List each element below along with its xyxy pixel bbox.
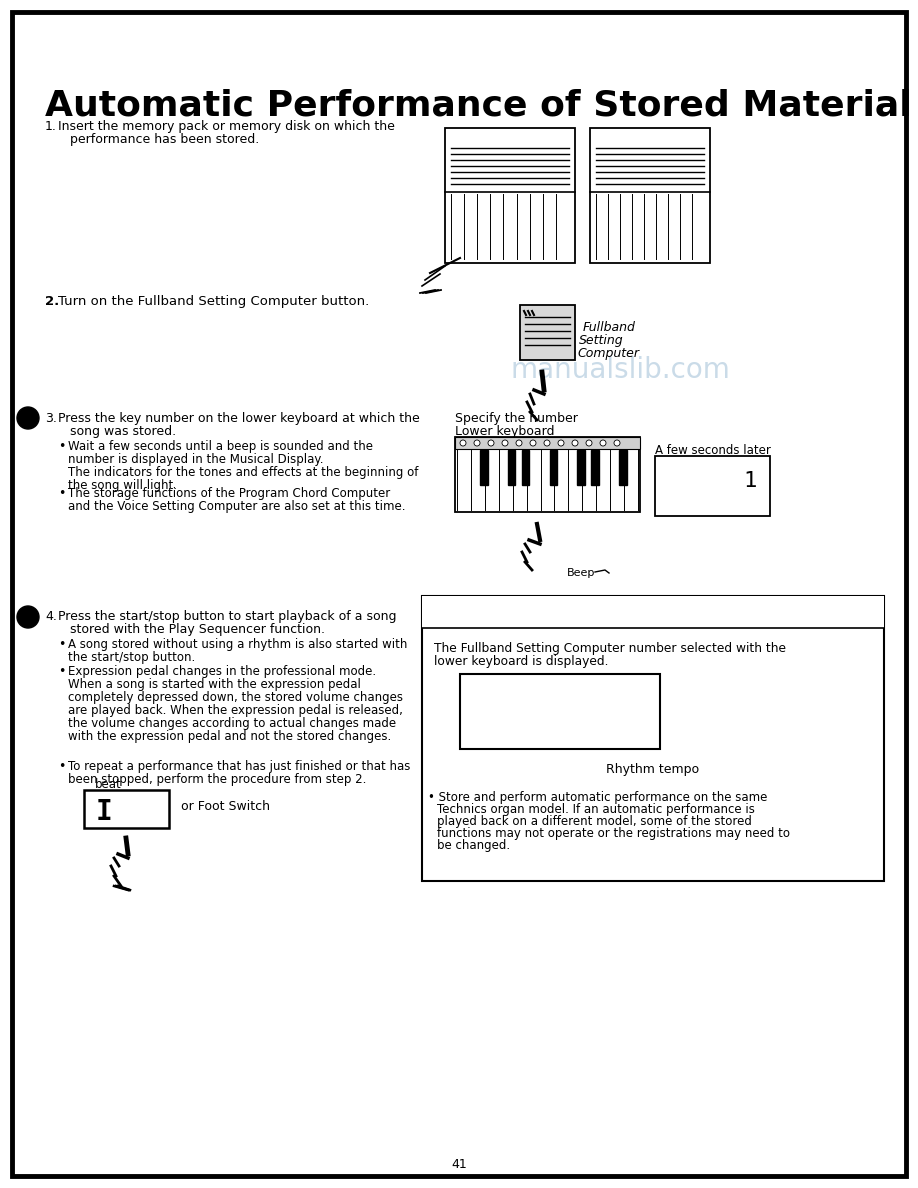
Bar	[590, 128, 710, 263]
Bar	[521, 450, 530, 486]
Text: 1: 1	[744, 470, 756, 491]
Text: •: •	[58, 638, 65, 651]
Circle shape	[614, 440, 620, 446]
Text: Press the key number on the lower keyboard at which the: Press the key number on the lower keyboa…	[58, 412, 420, 425]
Text: Turn on the Fullband Setting Computer button.: Turn on the Fullband Setting Computer bu…	[58, 295, 369, 308]
Text: completely depressed down, the stored volume changes: completely depressed down, the stored vo…	[68, 691, 403, 704]
Text: •: •	[58, 760, 65, 773]
Text: the start/stop button.: the start/stop button.	[68, 651, 196, 664]
Bar	[422, 596, 884, 881]
Text: Technics organ model. If an automatic performance is: Technics organ model. If an automatic pe…	[437, 803, 755, 816]
Bar	[620, 450, 627, 486]
Bar	[422, 596, 884, 628]
Text: •: •	[58, 665, 65, 678]
Text: stored with the Play Sequencer function.: stored with the Play Sequencer function.	[70, 623, 325, 636]
Text: manualslib.com: manualslib.com	[510, 356, 730, 384]
Text: functions may not operate or the registrations may need to: functions may not operate or the registr…	[437, 827, 790, 840]
Text: Insert the memory pack or memory disk on which the: Insert the memory pack or memory disk on…	[58, 120, 395, 133]
Text: lower keyboard is displayed.: lower keyboard is displayed.	[434, 655, 609, 668]
Text: Automatic Performance of Stored Material: Automatic Performance of Stored Material	[45, 88, 912, 122]
Text: To repeat a performance that has just finished or that has: To repeat a performance that has just fi…	[68, 760, 410, 773]
Circle shape	[502, 440, 508, 446]
Bar	[84, 790, 169, 828]
Text: I: I	[96, 798, 113, 826]
Text: the song will light.: the song will light.	[68, 479, 177, 492]
Text: Rhythm tempo: Rhythm tempo	[607, 763, 700, 776]
Text: Expression pedal changes in the professional mode.: Expression pedal changes in the professi…	[68, 665, 376, 678]
Circle shape	[488, 440, 494, 446]
Bar	[550, 450, 557, 486]
Text: the volume changes according to actual changes made: the volume changes according to actual c…	[68, 718, 397, 729]
Text: ♪ 120: ♪ 120	[480, 691, 580, 725]
Bar	[480, 450, 487, 486]
Text: Setting: Setting	[579, 334, 623, 347]
Text: 4.: 4.	[45, 609, 57, 623]
Bar	[655, 456, 770, 516]
Text: number is displayed in the Musical Display.: number is displayed in the Musical Displ…	[68, 453, 323, 466]
Circle shape	[558, 440, 564, 446]
Text: Beep: Beep	[567, 568, 596, 579]
Text: 2.: 2.	[45, 295, 60, 308]
Text: performance has been stored.: performance has been stored.	[70, 133, 259, 146]
Bar	[520, 305, 575, 360]
Circle shape	[474, 440, 480, 446]
Circle shape	[530, 440, 536, 446]
Text: Lower keyboard: Lower keyboard	[455, 425, 554, 438]
Text: 3: 3	[610, 691, 630, 725]
Circle shape	[586, 440, 592, 446]
Circle shape	[17, 407, 39, 429]
Circle shape	[460, 440, 466, 446]
Circle shape	[544, 440, 550, 446]
Text: • Store and perform automatic performance on the same: • Store and perform automatic performanc…	[428, 791, 767, 804]
Text: with the expression pedal and not the stored changes.: with the expression pedal and not the st…	[68, 729, 391, 742]
Text: •: •	[58, 487, 65, 500]
Text: The Fullband Setting Computer number selected with the: The Fullband Setting Computer number sel…	[434, 642, 786, 655]
Text: played back on a different model, some of the stored: played back on a different model, some o…	[437, 815, 752, 828]
Text: ♪ Musical Display♫: ♪ Musical Display♫	[565, 602, 741, 620]
Text: 1.: 1.	[45, 120, 57, 133]
Text: been stopped, perform the procedure from step 2.: been stopped, perform the procedure from…	[68, 773, 366, 786]
Text: Press the start/stop button to start playback of a song: Press the start/stop button to start pla…	[58, 609, 397, 623]
Text: beat: beat	[95, 778, 122, 791]
Text: Specify the number: Specify the number	[455, 412, 577, 425]
Circle shape	[600, 440, 606, 446]
Bar	[460, 674, 660, 748]
Circle shape	[572, 440, 578, 446]
Text: •: •	[58, 440, 65, 453]
Bar	[455, 437, 640, 512]
Circle shape	[516, 440, 522, 446]
Text: are played back. When the expression pedal is released,: are played back. When the expression ped…	[68, 704, 403, 718]
Text: The storage functions of the Program Chord Computer: The storage functions of the Program Cho…	[68, 487, 390, 500]
Text: Computer: Computer	[577, 347, 639, 360]
Circle shape	[17, 606, 39, 628]
Text: be changed.: be changed.	[437, 839, 510, 852]
Text: and the Voice Setting Computer are also set at this time.: and the Voice Setting Computer are also …	[68, 500, 406, 513]
Bar	[508, 450, 516, 486]
Text: A few seconds later: A few seconds later	[655, 444, 771, 457]
Text: The indicators for the tones and effects at the beginning of: The indicators for the tones and effects…	[68, 466, 419, 479]
Bar	[455, 437, 640, 449]
Text: Wait a few seconds until a beep is sounded and the: Wait a few seconds until a beep is sound…	[68, 440, 373, 453]
Text: 41: 41	[451, 1158, 467, 1171]
Bar	[577, 450, 585, 486]
Text: A song stored without using a rhythm is also started with: A song stored without using a rhythm is …	[68, 638, 408, 651]
Text: 3.: 3.	[45, 412, 57, 425]
Text: song was stored.: song was stored.	[70, 425, 176, 438]
Bar	[445, 128, 575, 263]
Text: Fullband: Fullband	[583, 321, 636, 334]
Text: When a song is started with the expression pedal: When a song is started with the expressi…	[68, 678, 361, 691]
Bar	[591, 450, 599, 486]
Text: or Foot Switch: or Foot Switch	[181, 800, 270, 813]
